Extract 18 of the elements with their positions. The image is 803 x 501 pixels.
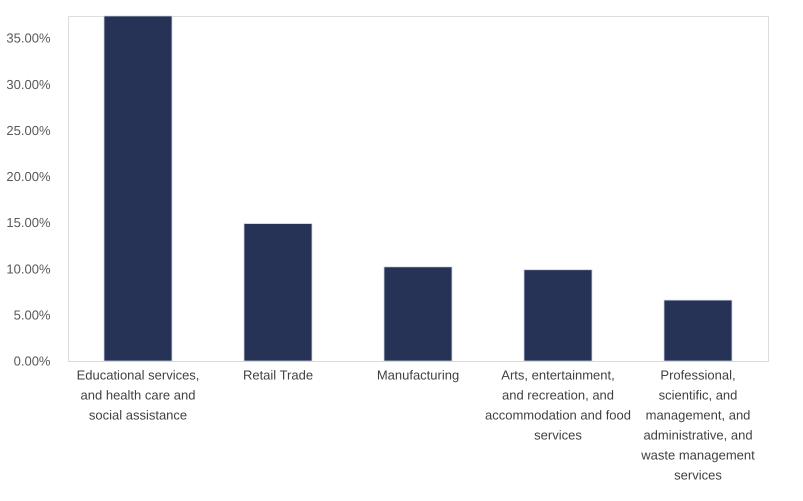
x-tick-label: Professional, scientific, and management, and administrative, and waste management services: [640, 368, 756, 482]
y-tick-label: 25.00%: [6, 122, 51, 138]
bar: [384, 266, 452, 362]
x-tick-label: Arts, entertainment, and recreation, and accommodation and food services: [485, 368, 631, 442]
y-tick-label: 30.00%: [6, 76, 51, 92]
bar: [244, 223, 312, 362]
y-tick-label: 0.00%: [14, 354, 51, 368]
bar: [664, 300, 732, 362]
x-tick-label: Retail Trade: [242, 368, 314, 382]
x-tick-label: Educational services, and health care and social assistance: [76, 368, 200, 422]
y-tick-label: 35.00%: [6, 30, 51, 46]
y-tick-label: 15.00%: [6, 215, 51, 230]
y-tick-label: 20.00%: [6, 169, 51, 184]
bar: [524, 269, 592, 362]
bar: [104, 16, 172, 362]
y-tick-label: 10.00%: [6, 261, 51, 276]
y-tick-label: 5.00%: [14, 307, 51, 322]
x-tick-label: Manufacturing: [376, 368, 460, 382]
